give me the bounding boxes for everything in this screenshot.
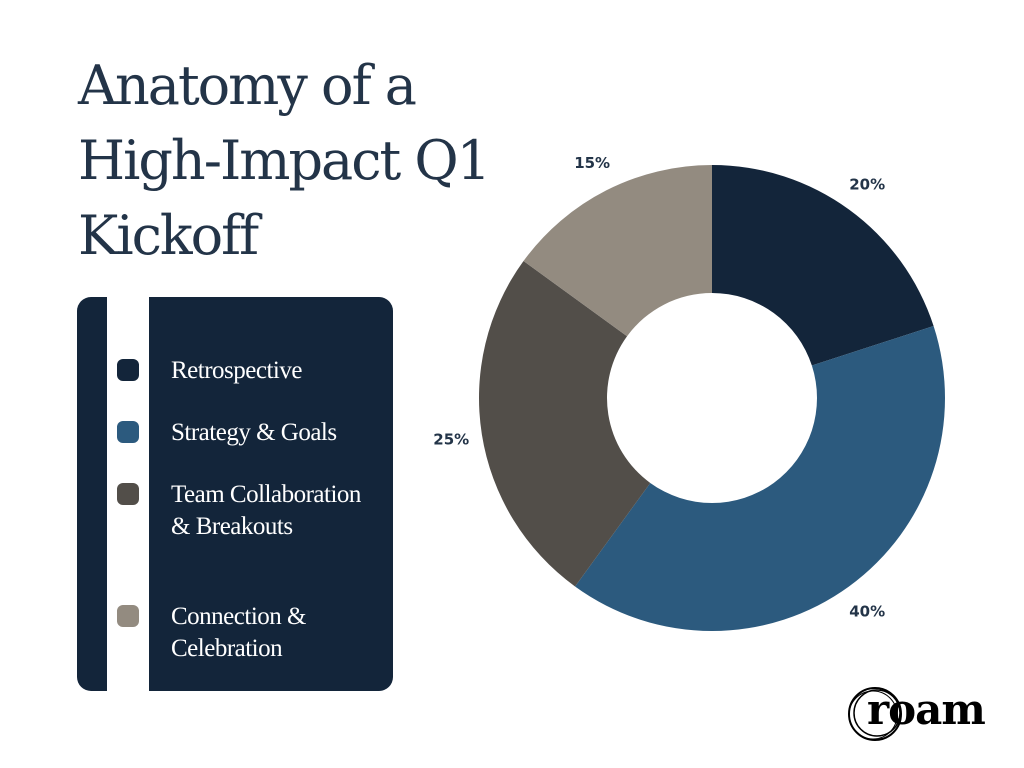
logo-circle-icon <box>848 687 902 741</box>
legend-label: Team Collaboration & Breakouts <box>171 481 361 540</box>
chart-legend: Retrospective Strategy & Goals Team Coll… <box>77 297 393 691</box>
legend-item: Strategy & Goals <box>117 417 371 449</box>
data-label: 20% <box>849 175 885 193</box>
donut-slice <box>523 165 712 337</box>
legend-item: Team Collaboration & Breakouts <box>117 479 361 543</box>
donut-slice <box>575 325 946 631</box>
legend-swatch <box>117 421 139 443</box>
data-label: 15% <box>574 154 610 172</box>
donut-slice <box>712 165 934 366</box>
legend-swatch <box>117 605 139 627</box>
legend-swatch <box>117 359 139 381</box>
legend-item: Connection & Celebration <box>117 601 341 665</box>
data-label: 40% <box>849 603 885 621</box>
data-label: 25% <box>433 430 469 448</box>
legend-item: Retrospective <box>117 355 371 387</box>
legend-label: Retrospective <box>171 357 302 384</box>
title-line: Anatomy of a <box>78 54 417 117</box>
legend-label: Strategy & Goals <box>171 419 337 446</box>
legend-label: Connection & Celebration <box>171 603 306 662</box>
donut-slice <box>478 261 651 587</box>
page-title: Anatomy of a High-Impact Q1 Kickoff <box>78 48 491 273</box>
roam-logo: roam <box>845 683 1005 743</box>
title-line: High-Impact Q1 <box>78 129 491 192</box>
legend-swatch <box>117 483 139 505</box>
title-line: Kickoff <box>78 204 259 267</box>
logo-text: roam <box>867 685 986 734</box>
